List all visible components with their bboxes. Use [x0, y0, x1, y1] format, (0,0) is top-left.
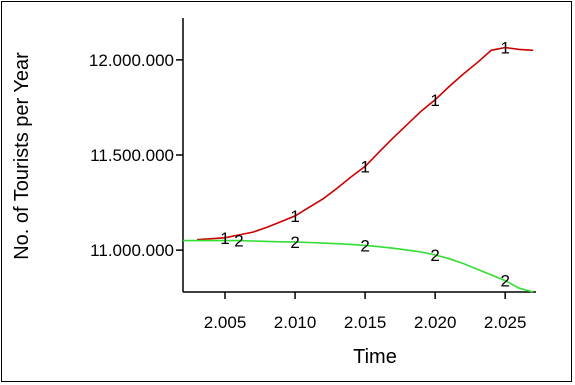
series-lines [183, 46, 534, 293]
x-tick-label: 2.005 [204, 313, 247, 332]
series-1-line [196, 46, 534, 241]
x-axis-label: Time [353, 346, 397, 368]
series-1-marker: 1 [500, 38, 509, 57]
y-tick-label: 12.000.000 [89, 51, 174, 70]
y-ticks: 11.000.000 11.500.000 12.000.000 [89, 51, 183, 260]
series-1-marker: 1 [430, 91, 439, 110]
x-tick-label: 2.025 [484, 313, 527, 332]
series-1-marker: 1 [220, 229, 229, 248]
y-tick-label: 11.500.000 [90, 146, 174, 165]
x-ticks: 2.005 2.010 2.015 2.020 2.025 [204, 292, 527, 332]
series-2-marker: 2 [360, 236, 369, 255]
series-2-marker: 2 [500, 272, 509, 291]
y-tick-label: 11.000.000 [90, 241, 174, 260]
series-2-line [183, 239, 534, 293]
x-tick-label: 2.010 [274, 313, 317, 332]
series-2-marker: 2 [430, 246, 439, 265]
x-tick-label: 2.015 [344, 313, 387, 332]
series-2-marker: 2 [234, 232, 243, 251]
y-axis-label: No. of Tourists per Year [11, 52, 33, 260]
series-2-marker: 2 [290, 233, 299, 252]
x-tick-label: 2.020 [414, 313, 457, 332]
series-1-marker: 1 [360, 157, 369, 176]
series-1-marker: 1 [290, 207, 299, 226]
